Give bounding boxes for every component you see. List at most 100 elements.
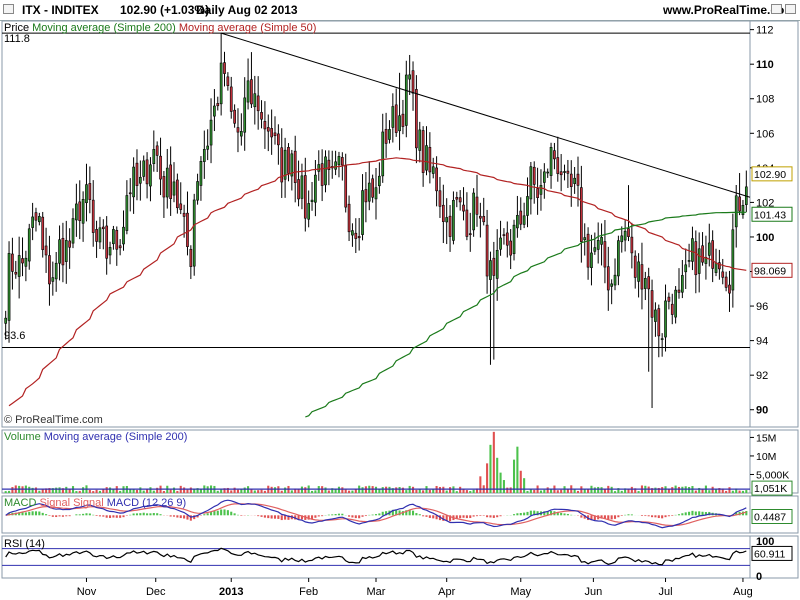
volume-bar — [327, 490, 330, 493]
macd-histogram-bar — [21, 512, 24, 516]
candle-up — [495, 250, 499, 279]
volume-bar — [388, 486, 391, 493]
candle-up — [637, 261, 640, 282]
price-tick-label: 102 — [756, 197, 774, 209]
candle-down — [162, 176, 166, 198]
candle-up — [489, 260, 492, 280]
candle-up — [317, 164, 321, 172]
symbol-label: ITX - INDITEX — [22, 3, 99, 17]
macd-histogram-bar — [688, 511, 691, 516]
macd-histogram-bar — [556, 512, 559, 516]
candle-down — [14, 271, 18, 275]
candle-down — [435, 167, 438, 192]
candle-up — [425, 145, 428, 171]
macd-histogram-bar — [361, 515, 364, 517]
volume-bar — [620, 490, 623, 493]
macd-histogram-bar — [580, 515, 583, 518]
macd-histogram-bar — [280, 515, 283, 521]
candle-down — [509, 240, 513, 256]
candle-down — [465, 209, 469, 237]
macd-histogram-bar — [300, 515, 303, 520]
legend-volume-ma: Moving average (Simple 200) — [43, 431, 188, 443]
site-label[interactable]: www.ProRealTime.com — [663, 3, 796, 17]
macd-histogram-bar — [560, 512, 563, 516]
price-tick-label: 108 — [756, 94, 774, 106]
macd-histogram-bar — [18, 512, 21, 516]
macd-histogram-bar — [310, 515, 314, 520]
candle-down — [627, 228, 630, 237]
volume-bar — [314, 490, 317, 493]
x-tick-label: Aug — [733, 586, 753, 598]
volume-bar — [41, 489, 44, 493]
candle-up — [367, 182, 371, 202]
candle-up — [418, 129, 422, 151]
volume-bar — [438, 486, 442, 493]
candle-down — [68, 240, 71, 248]
volume-bar — [297, 488, 300, 493]
close-icon[interactable] — [785, 4, 796, 14]
volume-bar — [243, 487, 246, 493]
volume-bar — [385, 486, 388, 493]
volume-bar — [240, 488, 243, 493]
macd-histogram-bar — [75, 514, 78, 516]
macd-histogram-bar — [381, 511, 384, 516]
volume-bar — [469, 491, 472, 493]
candle-down — [260, 112, 263, 120]
candle-down — [718, 262, 721, 270]
candle-down — [428, 146, 432, 173]
macd-histogram-bar — [533, 510, 536, 516]
volume-bar — [630, 486, 633, 493]
volume-bar — [263, 490, 266, 493]
candle-down — [580, 187, 583, 242]
volume-bar — [516, 446, 519, 493]
candle-up — [623, 230, 627, 241]
candle-down — [364, 189, 368, 203]
volume-bar — [149, 487, 152, 493]
ma200-badge: 101.43 — [754, 209, 786, 221]
last-price-badge: 102.90 — [754, 169, 786, 181]
macd-histogram-bar — [691, 510, 694, 516]
settings-icon[interactable] — [771, 4, 782, 14]
candle-down — [263, 121, 267, 130]
volume-bar — [492, 431, 495, 493]
macd-histogram-bar — [617, 515, 620, 518]
macd-histogram-bar — [411, 510, 415, 516]
candle-down — [556, 157, 560, 174]
candle-up — [583, 237, 587, 241]
volume-bar — [398, 486, 401, 493]
macd-histogram-bar — [529, 510, 532, 516]
volume-bar — [708, 490, 711, 493]
macd-histogram-bar — [435, 515, 438, 520]
ma50-badge-box — [751, 262, 793, 278]
volume-bar — [721, 488, 724, 493]
chart-control-icon[interactable] — [3, 4, 14, 14]
volume-bar — [199, 488, 202, 493]
candle-down — [280, 147, 284, 183]
macd-histogram-bar — [115, 515, 118, 518]
candle-down — [532, 166, 536, 185]
volume-bar — [624, 488, 627, 493]
candle-up — [381, 131, 385, 177]
support-level-label: 93.6 — [4, 330, 26, 342]
candle-down — [354, 232, 358, 239]
macd-histogram-bar — [105, 515, 108, 518]
macd-histogram-bar — [317, 515, 320, 517]
volume-bar — [617, 488, 620, 493]
macd-badge: 0.4487 — [754, 512, 786, 524]
macd-histogram-bar — [109, 515, 112, 518]
macd-histogram-bar — [526, 511, 529, 516]
candle-down — [468, 233, 472, 235]
candle-up — [452, 200, 455, 241]
candle-up — [239, 131, 243, 137]
candle-up — [307, 203, 311, 220]
candle-down — [11, 253, 14, 272]
volume-bar — [378, 489, 381, 493]
candle-down — [479, 215, 482, 219]
volume-bar — [671, 487, 674, 493]
legend-signal-b: Signal — [73, 497, 104, 509]
volume-bar — [428, 489, 431, 493]
candle-down — [182, 212, 186, 217]
volume-bar — [236, 489, 240, 493]
macd-histogram-bar — [327, 514, 330, 516]
